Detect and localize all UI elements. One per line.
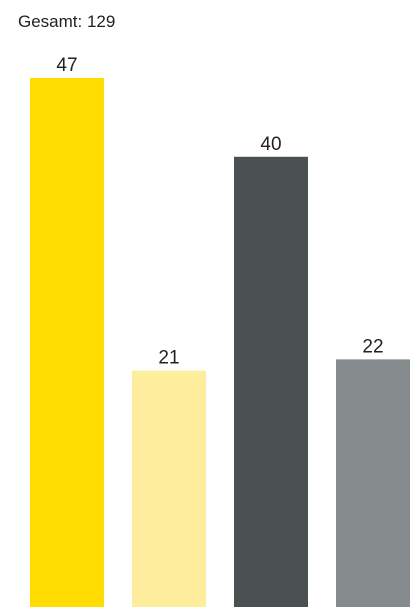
bar-value-label-4: 22 <box>362 336 383 357</box>
bar-3 <box>234 156 308 607</box>
bar-value-label-3: 40 <box>260 134 281 155</box>
bar-value-label-2: 21 <box>158 348 179 369</box>
total-label: Gesamt: 129 <box>18 12 115 31</box>
value-labels-group: 47 21 40 22 <box>56 55 383 369</box>
bar-2 <box>132 370 206 607</box>
bar-value-label-1: 47 <box>56 55 77 76</box>
bars-group <box>30 78 410 607</box>
bar-4 <box>336 359 410 607</box>
bar-1 <box>30 78 104 607</box>
